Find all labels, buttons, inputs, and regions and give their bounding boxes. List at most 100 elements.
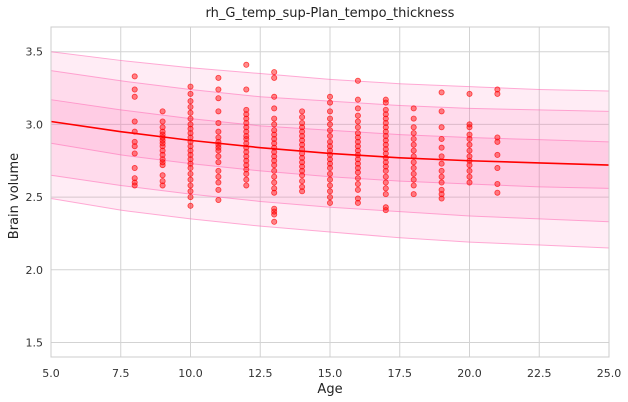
data-point bbox=[131, 175, 138, 182]
data-point bbox=[326, 143, 333, 150]
data-point bbox=[354, 112, 361, 119]
data-point bbox=[243, 124, 250, 131]
x-tick-label: 20.0 bbox=[457, 367, 482, 380]
data-point bbox=[271, 140, 278, 147]
x-tick-label: 25.0 bbox=[597, 367, 622, 380]
data-point bbox=[243, 166, 250, 173]
data-point bbox=[271, 153, 278, 160]
data-point bbox=[494, 165, 501, 172]
data-point bbox=[438, 191, 445, 198]
data-point bbox=[187, 182, 194, 189]
data-point bbox=[187, 202, 194, 209]
data-point bbox=[159, 172, 166, 179]
data-point bbox=[354, 105, 361, 112]
data-point bbox=[326, 176, 333, 183]
data-point bbox=[271, 115, 278, 122]
data-point bbox=[243, 61, 250, 68]
x-tick-label: 5.0 bbox=[42, 367, 60, 380]
data-point bbox=[382, 111, 389, 118]
data-point bbox=[438, 135, 445, 142]
data-point bbox=[187, 115, 194, 122]
middle-confidence-band-upper-edge bbox=[50, 70, 610, 112]
data-point bbox=[466, 179, 473, 186]
data-point bbox=[299, 133, 306, 140]
data-point bbox=[438, 195, 445, 202]
data-point bbox=[243, 128, 250, 135]
data-point bbox=[326, 199, 333, 206]
data-point bbox=[243, 119, 250, 126]
data-point bbox=[243, 153, 250, 160]
data-point bbox=[215, 119, 222, 126]
x-axis-title: Age bbox=[317, 382, 342, 397]
data-point bbox=[382, 99, 389, 106]
data-point bbox=[466, 162, 473, 169]
data-point bbox=[326, 170, 333, 177]
chart-title: rh_G_temp_sup-Plan_tempo_thickness bbox=[206, 6, 455, 21]
data-point bbox=[410, 191, 417, 198]
data-point bbox=[215, 173, 222, 180]
data-point bbox=[271, 185, 278, 192]
data-point bbox=[243, 176, 250, 183]
data-point bbox=[326, 160, 333, 167]
data-point bbox=[354, 160, 361, 167]
data-point bbox=[187, 188, 194, 195]
data-point bbox=[466, 167, 473, 174]
data-point bbox=[131, 93, 138, 100]
data-point bbox=[382, 173, 389, 180]
y-tick-labels: 1.5 2.0 2.5 3.0 3.5 bbox=[26, 46, 44, 350]
data-point bbox=[494, 134, 501, 141]
data-point bbox=[410, 105, 417, 112]
data-point bbox=[438, 160, 445, 167]
data-point bbox=[326, 138, 333, 145]
data-point bbox=[354, 77, 361, 84]
data-point bbox=[494, 138, 501, 145]
data-point bbox=[299, 141, 306, 148]
data-point bbox=[494, 189, 501, 196]
data-point bbox=[159, 162, 166, 169]
data-point bbox=[187, 143, 194, 150]
data-point bbox=[271, 105, 278, 112]
data-point bbox=[382, 106, 389, 113]
data-point bbox=[299, 159, 306, 166]
data-point bbox=[354, 175, 361, 182]
mean-fit-line bbox=[50, 120, 610, 166]
data-point bbox=[382, 115, 389, 122]
data-point bbox=[438, 179, 445, 186]
data-point bbox=[466, 124, 473, 131]
data-point bbox=[243, 170, 250, 177]
data-point bbox=[354, 156, 361, 163]
data-point bbox=[243, 111, 250, 118]
data-point bbox=[494, 151, 501, 158]
data-point bbox=[131, 73, 138, 80]
data-point bbox=[382, 150, 389, 157]
data-point bbox=[410, 170, 417, 177]
data-point bbox=[187, 151, 194, 158]
data-point bbox=[326, 165, 333, 172]
data-point bbox=[354, 96, 361, 103]
x-tick-label: 7.5 bbox=[112, 367, 130, 380]
data-point bbox=[271, 167, 278, 174]
inner-confidence-band-upper-edge bbox=[50, 99, 610, 143]
data-point bbox=[410, 141, 417, 148]
data-point bbox=[354, 130, 361, 137]
data-point bbox=[299, 114, 306, 121]
data-point bbox=[326, 99, 333, 106]
outer-confidence-band bbox=[51, 51, 609, 248]
data-point bbox=[354, 147, 361, 154]
data-point bbox=[159, 182, 166, 189]
data-point bbox=[326, 108, 333, 115]
data-point bbox=[215, 74, 222, 81]
data-point bbox=[271, 157, 278, 164]
data-point bbox=[299, 124, 306, 131]
data-point bbox=[299, 183, 306, 190]
data-point bbox=[466, 90, 473, 97]
data-point bbox=[215, 159, 222, 166]
data-point bbox=[243, 115, 250, 122]
middle-confidence-band-lower-edge bbox=[50, 174, 610, 223]
data-point bbox=[271, 135, 278, 142]
data-point bbox=[354, 165, 361, 172]
data-point bbox=[382, 146, 389, 153]
data-point bbox=[187, 103, 194, 110]
data-point bbox=[131, 165, 138, 172]
